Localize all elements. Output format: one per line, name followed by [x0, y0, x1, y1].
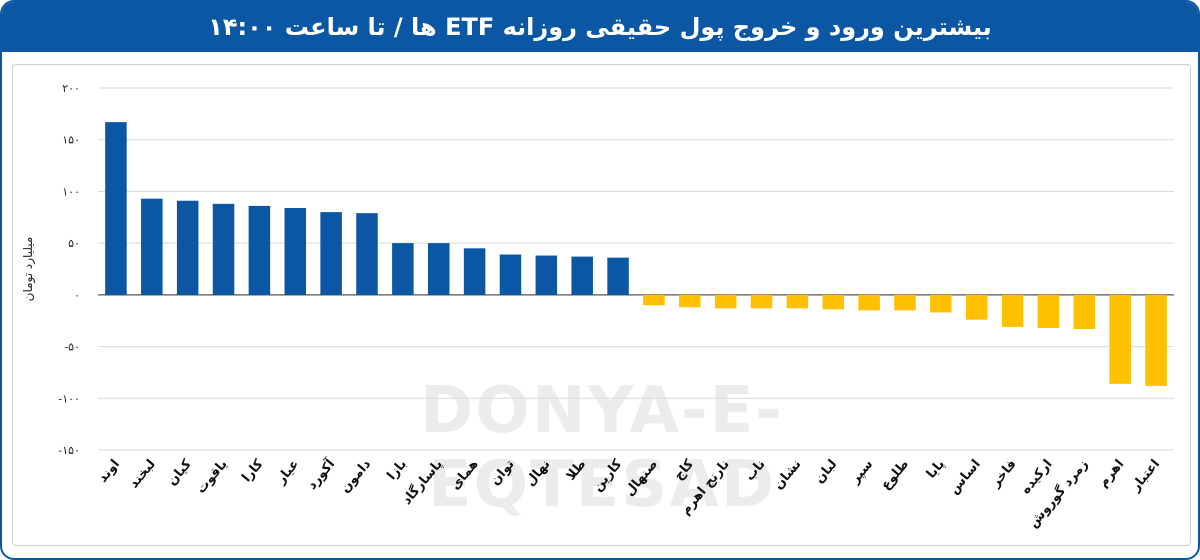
- category-label: آکورد: [303, 455, 338, 493]
- bar: [535, 255, 558, 295]
- bar: [141, 198, 163, 295]
- category-label: اساس: [947, 457, 984, 497]
- y-axis-label: میلیارد تومان: [21, 237, 36, 302]
- bar: [607, 257, 629, 295]
- y-tick-label: -۱۵۰: [58, 444, 80, 457]
- bar: [392, 243, 414, 295]
- bar: [1073, 294, 1096, 329]
- bar: [965, 294, 988, 320]
- category-label: همای: [448, 457, 482, 493]
- category-label: فاخر: [988, 457, 1020, 491]
- y-tick-label: ۱۰۰: [62, 185, 80, 198]
- y-tick-label: ۰: [74, 289, 80, 302]
- bar: [105, 122, 127, 295]
- bar: [212, 203, 235, 295]
- category-label: اوند: [95, 457, 123, 486]
- bar: [786, 294, 809, 309]
- bar: [679, 294, 701, 308]
- bar: [894, 294, 916, 311]
- plot-border: [12, 64, 1191, 546]
- y-tick-label: ۵۰: [68, 237, 80, 250]
- category-label: سپر: [847, 457, 876, 487]
- bar: [930, 294, 952, 313]
- watermark-text: DONYA-E-EQTESAD: [420, 374, 784, 522]
- bar: [1001, 294, 1024, 327]
- bar: [571, 256, 593, 295]
- category-label: ناب: [742, 457, 768, 484]
- category-label: توان: [488, 457, 518, 489]
- category-label: لبان: [812, 457, 840, 487]
- category-label: کارین: [590, 457, 625, 495]
- bar: [248, 205, 271, 295]
- category-label: صنهال: [622, 457, 661, 499]
- bar: [176, 200, 199, 295]
- bar: [320, 212, 342, 295]
- bar: [858, 294, 880, 311]
- bar: [284, 207, 307, 295]
- category-label: لبخند: [127, 457, 159, 491]
- category-label: کاج: [671, 457, 697, 484]
- category-label: طلا: [564, 457, 590, 484]
- bar: [356, 213, 378, 295]
- bar: [427, 243, 450, 295]
- bar: [1145, 294, 1167, 386]
- bar: [1037, 294, 1060, 328]
- chart-title: بیشترین ورود و خروج پول حقیقی روزانه ETF…: [208, 13, 992, 41]
- title-bar: بیشترین ورود و خروج پول حقیقی روزانه ETF…: [2, 2, 1198, 52]
- category-label: کیان: [165, 457, 195, 489]
- bar: [750, 294, 773, 309]
- bar: [463, 248, 486, 295]
- category-label: طلوع: [878, 457, 912, 493]
- bar: [499, 254, 522, 295]
- category-label: دامون: [338, 457, 374, 496]
- category-label: نشان: [771, 457, 804, 493]
- y-tick-label: -۵۰: [64, 341, 80, 354]
- bar: [1109, 294, 1131, 384]
- category-label: اهرم: [1096, 457, 1127, 490]
- bar: [822, 294, 845, 310]
- category-label: کارا: [239, 457, 266, 486]
- category-label: بازا: [384, 457, 409, 483]
- category-label: اعتبار: [1128, 457, 1163, 495]
- category-label: نهال: [523, 457, 554, 489]
- bar: [714, 294, 737, 309]
- category-label: پایا: [924, 457, 948, 482]
- y-tick-label: ۱۵۰: [62, 134, 80, 147]
- category-label: عیار: [273, 457, 302, 488]
- y-tick-label: ۲۰۰: [62, 82, 80, 95]
- y-tick-label: -۱۰۰: [58, 392, 80, 405]
- category-label: یاقوت: [194, 457, 231, 497]
- bar: [643, 294, 665, 306]
